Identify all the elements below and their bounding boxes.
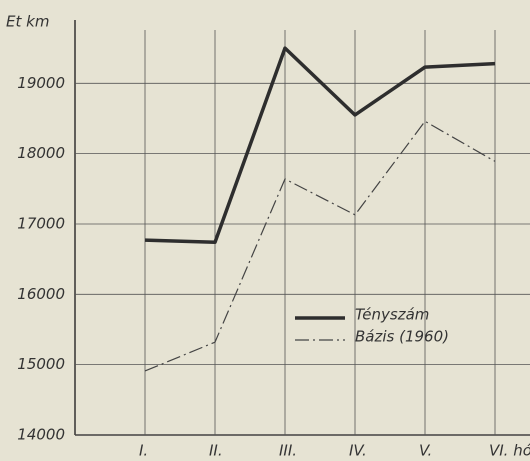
y-tick-label: 17000 bbox=[17, 214, 65, 232]
y-axis-label: Et km bbox=[6, 13, 49, 31]
series-line bbox=[144, 120, 496, 372]
y-tick-label: 18000 bbox=[17, 144, 65, 162]
y-tick-label: 14000 bbox=[17, 426, 65, 444]
y-tick-label: 19000 bbox=[17, 74, 65, 92]
x-tick-label: VI. hó bbox=[489, 442, 530, 460]
series-line bbox=[144, 46, 496, 245]
legend-label: Bázis (1960) bbox=[355, 328, 449, 346]
legend-label: Tényszám bbox=[355, 306, 429, 324]
x-tick-label: II. bbox=[209, 442, 223, 460]
y-tick-label: 15000 bbox=[17, 355, 65, 373]
x-tick-label: IV. bbox=[349, 442, 367, 460]
x-tick-label: III. bbox=[279, 442, 297, 460]
x-tick-label: I. bbox=[139, 442, 148, 460]
x-tick-label: V. bbox=[419, 442, 432, 460]
y-tick-label: 16000 bbox=[17, 285, 65, 303]
